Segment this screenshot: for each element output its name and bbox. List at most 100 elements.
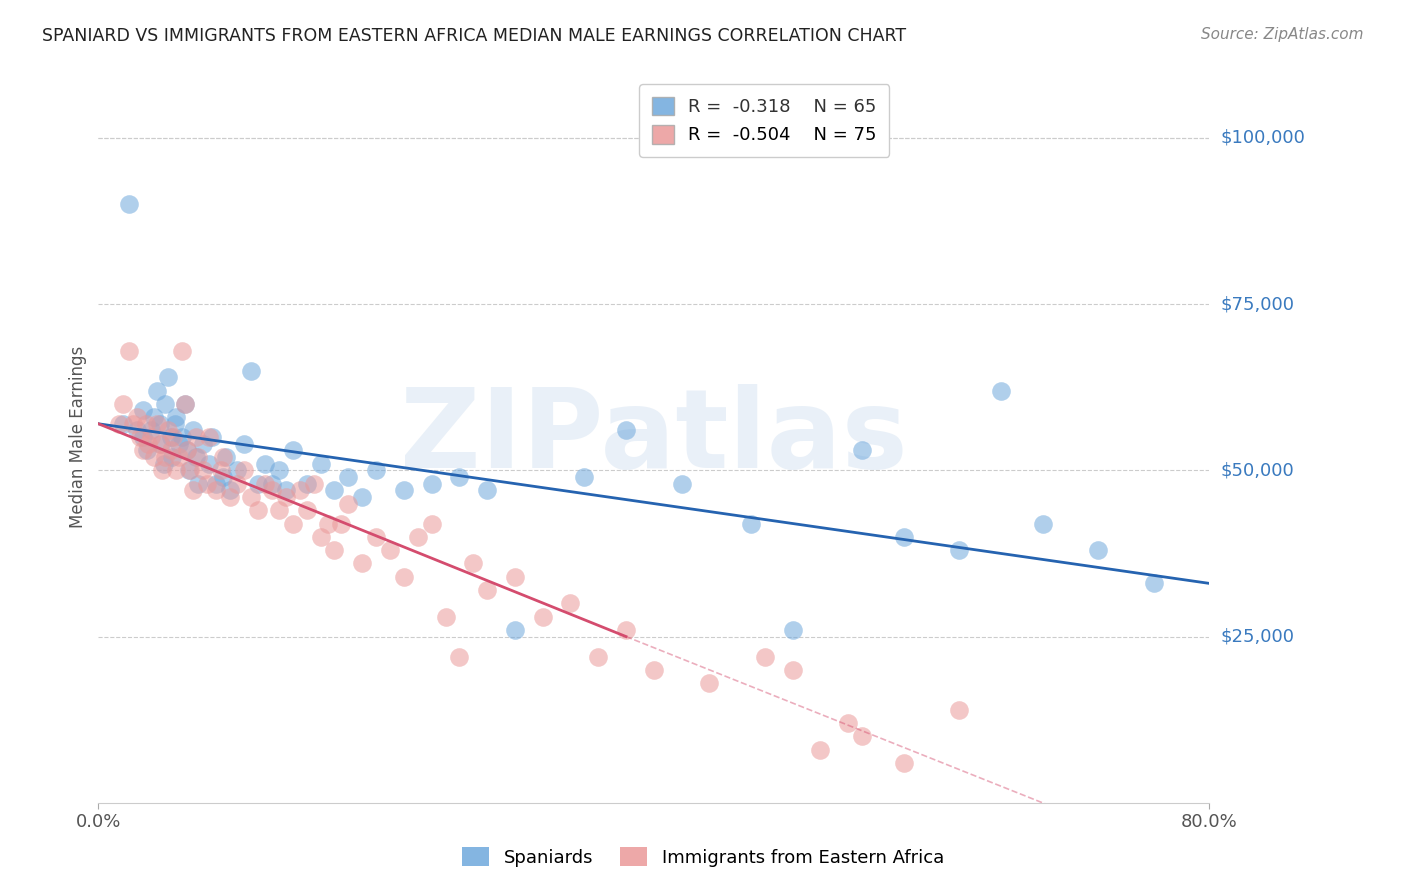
Point — [247, 476, 270, 491]
Point — [148, 417, 170, 431]
Text: Source: ZipAtlas.com: Source: ZipAtlas.com — [1201, 27, 1364, 42]
Point — [212, 470, 235, 484]
Point — [851, 729, 873, 743]
Text: ZIPatlas: ZIPatlas — [399, 384, 908, 491]
Point — [274, 483, 297, 498]
Point — [337, 470, 360, 484]
Point — [212, 450, 235, 464]
Point — [281, 443, 304, 458]
Point — [170, 343, 193, 358]
Point — [352, 490, 374, 504]
Point — [127, 424, 149, 438]
Point — [449, 470, 471, 484]
Point — [153, 450, 176, 464]
Text: $75,000: $75,000 — [1220, 295, 1295, 313]
Point — [574, 470, 596, 484]
Point — [288, 483, 311, 498]
Point — [184, 450, 207, 464]
Point — [205, 483, 228, 498]
Point — [614, 623, 637, 637]
Point — [152, 457, 174, 471]
Point — [948, 543, 970, 558]
Point — [108, 417, 131, 431]
Point — [463, 557, 485, 571]
Point — [156, 370, 179, 384]
Point — [118, 197, 141, 211]
Point — [165, 463, 187, 477]
Point — [160, 450, 183, 464]
Point — [260, 483, 283, 498]
Point — [420, 476, 443, 491]
Point — [893, 530, 915, 544]
Point — [671, 476, 693, 491]
Point — [191, 436, 214, 450]
Point — [181, 483, 204, 498]
Point — [150, 463, 173, 477]
Point — [560, 596, 582, 610]
Point — [167, 450, 190, 464]
Point — [990, 384, 1012, 398]
Point — [240, 490, 263, 504]
Point — [136, 443, 159, 458]
Point — [754, 649, 776, 664]
Point — [699, 676, 721, 690]
Point — [330, 516, 353, 531]
Text: $100,000: $100,000 — [1220, 128, 1305, 147]
Point — [167, 436, 190, 450]
Point — [122, 417, 145, 431]
Point — [187, 476, 209, 491]
Point — [588, 649, 610, 664]
Point — [184, 430, 207, 444]
Point — [851, 443, 873, 458]
Point — [740, 516, 762, 531]
Point — [302, 476, 325, 491]
Point — [337, 497, 360, 511]
Text: $25,000: $25,000 — [1220, 628, 1295, 646]
Point — [309, 530, 332, 544]
Point — [503, 623, 526, 637]
Point — [281, 516, 304, 531]
Point — [475, 483, 499, 498]
Point — [143, 410, 166, 425]
Point — [267, 463, 290, 477]
Point — [643, 663, 665, 677]
Point — [247, 503, 270, 517]
Point — [475, 582, 499, 597]
Point — [948, 703, 970, 717]
Point — [233, 436, 256, 450]
Point — [132, 403, 155, 417]
Point — [165, 410, 187, 425]
Point — [219, 483, 242, 498]
Point — [159, 443, 181, 458]
Point — [173, 397, 195, 411]
Point — [295, 476, 318, 491]
Point — [260, 476, 283, 491]
Point — [614, 424, 637, 438]
Point — [215, 450, 238, 464]
Point — [163, 417, 186, 431]
Legend: Spaniards, Immigrants from Eastern Africa: Spaniards, Immigrants from Eastern Afric… — [454, 840, 952, 874]
Point — [181, 424, 204, 438]
Point — [191, 463, 214, 477]
Point — [195, 476, 218, 491]
Point — [179, 463, 201, 477]
Point — [148, 436, 170, 450]
Point — [837, 716, 859, 731]
Point — [226, 476, 249, 491]
Point — [129, 430, 152, 444]
Point — [149, 436, 172, 450]
Y-axis label: Median Male Earnings: Median Male Earnings — [69, 346, 87, 528]
Point — [378, 543, 401, 558]
Point — [295, 503, 318, 517]
Point — [226, 463, 249, 477]
Point — [205, 476, 228, 491]
Legend: R =  -0.318    N = 65, R =  -0.504    N = 75: R = -0.318 N = 65, R = -0.504 N = 75 — [640, 84, 889, 157]
Point — [162, 430, 184, 444]
Point — [253, 476, 276, 491]
Point — [352, 557, 374, 571]
Point — [782, 623, 804, 637]
Point — [449, 649, 471, 664]
Point — [233, 463, 256, 477]
Point — [893, 756, 915, 770]
Point — [176, 443, 198, 458]
